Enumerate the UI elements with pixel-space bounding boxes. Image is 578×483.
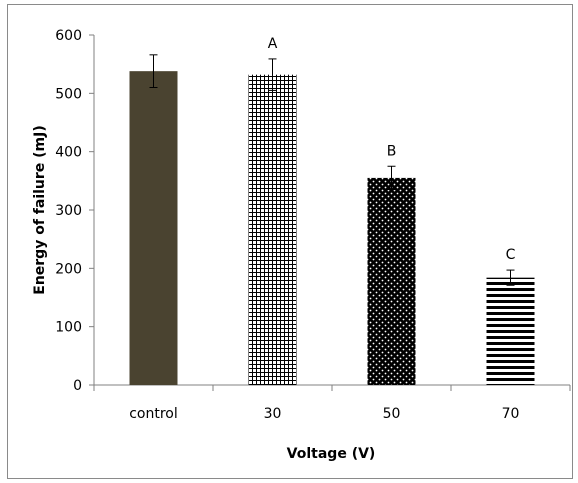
bar-70 [486,277,535,385]
error-bar-70 [506,269,515,286]
bar-30 [248,74,297,386]
y-tick-label: 300 [55,203,82,219]
x-tick-label-50: 50 [383,406,401,422]
y-axis-title: Energy of failure (mJ) [32,125,48,295]
x-axis: control 30 50 70 [93,384,571,422]
y-tick-label: 600 [55,28,82,44]
x-tick-label-control: control [129,406,178,422]
annotation-B: B [387,143,397,159]
x-axis-title: Voltage (V) [287,446,376,462]
x-tick-label-70: 70 [502,406,520,422]
y-axis: 0 100 200 300 400 500 600 [55,28,95,394]
y-tick-label: 500 [55,86,82,102]
error-bars [149,54,515,286]
bars [129,71,535,386]
annotation-C: C [506,247,516,263]
error-bar-50 [387,165,396,191]
error-bar-control [149,54,158,88]
bar-control [129,71,178,386]
x-tick-label-30: 30 [264,406,282,422]
y-tick-label: 0 [73,378,82,394]
significance-annotations: A B C [268,36,516,263]
y-tick-label: 400 [55,145,82,161]
y-tick-label: 100 [55,320,82,336]
y-tick-label: 200 [55,261,82,277]
annotation-A: A [268,36,278,52]
error-bar-30 [268,58,277,91]
bar-50 [367,177,416,385]
